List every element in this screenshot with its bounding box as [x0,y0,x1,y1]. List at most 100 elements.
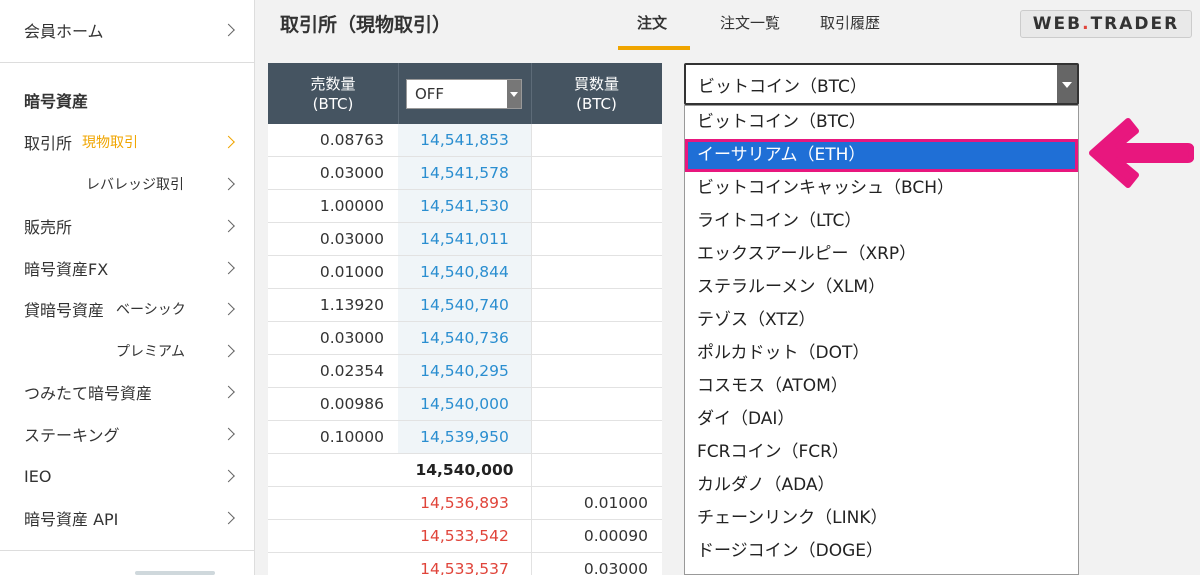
currency-option-bch[interactable]: ビットコインキャッシュ（BCH） [697,178,955,198]
sidebar-item-label: つみたて暗号資産 [24,384,153,403]
sidebar-item-lending-premium[interactable]: プレミアム [0,333,255,369]
sell-qty-unit: (BTC) [312,94,354,113]
sidebar-item-label: ステーキング [24,426,120,445]
bid-price[interactable]: 14,533,537 [398,553,531,575]
tab-active-indicator [618,46,690,50]
sidebar-item-sublabel: ベーシック [116,302,186,318]
currency-option-xlm[interactable]: ステラルーメン（XLM） [697,277,886,297]
price-grouping-value: OFF [415,85,445,103]
currency-option-xtz[interactable]: テゾス（XTZ） [697,310,816,330]
tab-order[interactable]: 注文 [637,14,668,32]
sidebar-item-api[interactable]: 暗号資産 API [0,500,255,536]
bid-row[interactable]: 14,536,893 0.01000 [268,487,662,520]
ask-row[interactable]: 0.01000 14,540,844 [268,256,662,289]
sell-qty-label: 売数量 [310,74,356,93]
sidebar-item-crypto-fx[interactable]: 暗号資産FX [0,250,255,286]
currency-option-dai[interactable]: ダイ（DAI） [697,409,795,429]
currency-select-value: ビットコイン（BTC） [698,76,867,97]
sidebar-item-ieo[interactable]: IEO [0,458,255,494]
ask-row[interactable]: 1.00000 14,541,530 [268,190,662,223]
sidebar-item-leverage[interactable]: レバレッジ取引 [0,166,255,202]
sidebar: 会員ホーム 暗号資産 取引所 現物取引 レバレッジ取引 販売所 暗号資産FX 貸… [0,0,255,575]
sell-qty-empty [268,454,398,486]
ask-qty: 0.00986 [319,395,384,413]
order-book: 売数量 (BTC) OFF 買数量 (BTC) 0.08763 14,541,8… [268,63,662,575]
ask-row[interactable]: 1.13920 14,540,740 [268,289,662,322]
currency-option-eth[interactable]: イーサリアム（ETH） [685,139,1078,172]
currency-option-xrp[interactable]: エックスアールピー（XRP） [697,244,917,264]
annotation-arrow-icon [1089,118,1194,188]
mid-price-row: 14,540,000 [268,454,662,487]
sidebar-item-member-home[interactable]: 会員ホーム [0,12,255,48]
ask-price[interactable]: 14,540,295 [398,355,531,387]
currency-option-ada[interactable]: カルダノ（ADA） [697,475,835,495]
chevron-right-icon [222,177,235,191]
currency-option-atom[interactable]: コスモス（ATOM） [697,376,848,396]
bid-price[interactable]: 14,536,893 [398,487,531,519]
webtrader-logo[interactable]: WEB. TRADER [1020,10,1192,38]
chevron-right-icon [222,219,235,233]
bid-row[interactable]: 14,533,537 0.03000 [268,553,662,575]
sidebar-item-staking[interactable]: ステーキング [0,416,255,452]
ask-row[interactable]: 0.03000 14,540,736 [268,322,662,355]
currency-option-dot[interactable]: ポルカドット（DOT） [697,343,870,363]
ask-qty: 0.03000 [319,329,384,347]
buy-qty-empty [531,223,662,255]
sidebar-scroll-tab[interactable] [135,571,215,575]
buy-qty-empty [531,289,662,321]
tab-order-list[interactable]: 注文一覧 [720,14,781,32]
ask-price[interactable]: 14,541,578 [398,157,531,189]
ask-row[interactable]: 0.10000 14,539,950 [268,421,662,454]
ask-qty: 0.02354 [319,362,384,380]
price-grouping-select[interactable]: OFF [406,79,522,109]
currency-option-fcr[interactable]: FCRコイン（FCR） [697,442,849,462]
sidebar-item-store[interactable]: 販売所 [0,208,255,244]
bid-price[interactable]: 14,533,542 [398,520,531,552]
sidebar-item-label: 暗号資産 API [24,510,119,529]
chevron-right-icon [222,302,235,316]
header-divider [531,63,532,124]
chevron-right-icon [222,135,235,149]
ask-price[interactable]: 14,541,530 [398,190,531,222]
tab-trade-history[interactable]: 取引履歴 [820,14,881,32]
ask-price[interactable]: 14,540,844 [398,256,531,288]
sidebar-item-label: 貸暗号資産 [24,301,105,320]
currency-option-link[interactable]: チェーンリンク（LINK） [697,508,888,528]
ask-qty: 0.08763 [319,131,384,149]
bid-row[interactable]: 14,533,542 0.00090 [268,520,662,553]
sidebar-divider [0,550,255,551]
chevron-right-icon [222,344,235,358]
ask-price[interactable]: 14,541,853 [398,124,531,156]
ask-price[interactable]: 14,540,736 [398,322,531,354]
buy-qty-empty [531,124,662,156]
ask-qty: 0.03000 [319,164,384,182]
buy-qty-empty [531,322,662,354]
chevron-right-icon [222,385,235,399]
order-book-header: 売数量 (BTC) OFF 買数量 (BTC) [268,63,662,124]
currency-option-doge[interactable]: ドージコイン（DOGE） [697,541,884,561]
chevron-right-icon [222,469,235,483]
ask-row[interactable]: 0.00986 14,540,000 [268,388,662,421]
sidebar-item-exchange-spot[interactable]: 現物取引 [82,135,139,151]
ask-row[interactable]: 0.03000 14,541,578 [268,157,662,190]
currency-option-btc[interactable]: ビットコイン（BTC） [697,112,866,132]
sidebar-item-lending-basic[interactable]: 貸暗号資産 ベーシック [0,291,255,327]
logo-text-right: TRADER [1090,14,1180,34]
ask-price[interactable]: 14,539,950 [398,421,531,453]
sell-qty-empty [268,520,398,552]
ask-price[interactable]: 14,540,740 [398,289,531,321]
sidebar-item-tsumitate[interactable]: つみたて暗号資産 [0,374,255,410]
buy-qty-empty [531,157,662,189]
mid-price: 14,540,000 [398,454,531,486]
currency-select[interactable]: ビットコイン（BTC） [684,63,1079,105]
ask-price[interactable]: 14,541,011 [398,223,531,255]
buy-qty-header: 買数量 (BTC) [531,63,662,124]
page-title: 取引所（現物取引） [280,14,452,36]
ask-row[interactable]: 0.02354 14,540,295 [268,355,662,388]
ask-row[interactable]: 0.03000 14,541,011 [268,223,662,256]
sidebar-item-exchange[interactable]: 取引所 現物取引 [0,124,255,160]
currency-option-ltc[interactable]: ライトコイン（LTC） [697,211,862,231]
ask-row[interactable]: 0.08763 14,541,853 [268,124,662,157]
ask-price[interactable]: 14,540,000 [398,388,531,420]
sell-qty-header: 売数量 (BTC) [268,63,398,124]
